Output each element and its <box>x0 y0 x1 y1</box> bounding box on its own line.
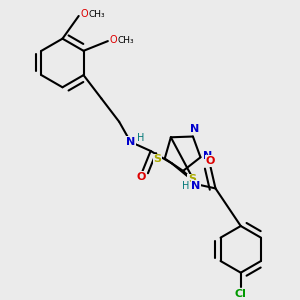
Text: O: O <box>136 172 146 182</box>
Text: O: O <box>81 9 88 20</box>
Text: O: O <box>110 35 118 45</box>
Text: N: N <box>126 137 135 147</box>
Text: H: H <box>182 181 189 191</box>
Text: Cl: Cl <box>235 289 247 299</box>
Text: N: N <box>203 151 212 161</box>
Text: S: S <box>154 154 162 164</box>
Text: CH₃: CH₃ <box>88 10 105 19</box>
Text: O: O <box>205 156 215 166</box>
Text: H: H <box>137 133 145 143</box>
Text: N: N <box>191 181 201 191</box>
Text: N: N <box>190 124 199 134</box>
Text: S: S <box>188 175 196 184</box>
Text: CH₃: CH₃ <box>117 36 134 45</box>
